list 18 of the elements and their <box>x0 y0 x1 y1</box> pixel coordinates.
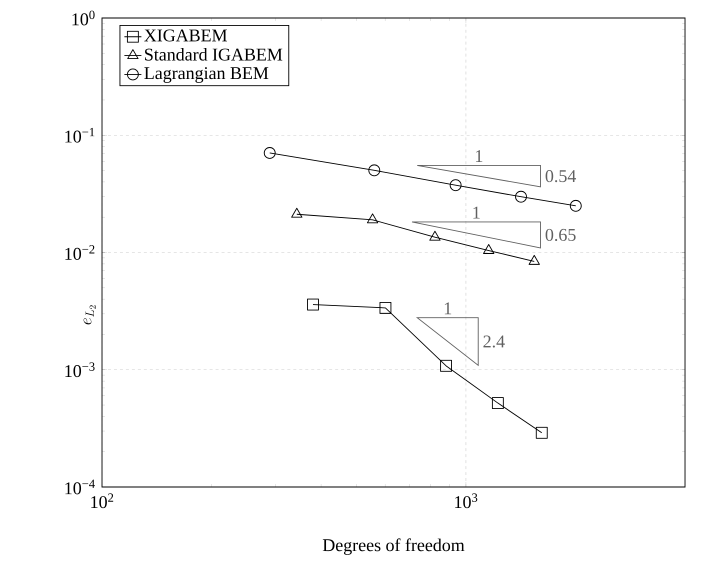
annotation: 2.4 <box>483 335 505 348</box>
annotation: 1 <box>473 206 480 218</box>
annotation: 1 <box>476 150 482 162</box>
y-tick-label: 10$^{−3}$ <box>65 362 95 378</box>
y-axis-title: $e_{L_2}$ <box>84 305 96 324</box>
x-axis-title: Degrees of freedom <box>322 538 464 555</box>
annotation: 0.65 <box>546 228 576 242</box>
y-tick-label: 10$^{−2}$ <box>65 245 94 260</box>
legend-label: Standard IGABEM <box>145 48 282 61</box>
x-tick-label: 10$^{3}$ <box>455 493 478 508</box>
annotation: 1 <box>444 302 452 314</box>
x-tick-label: 10$^{2}$ <box>91 493 114 508</box>
legend-label: XIGABEM <box>144 29 227 42</box>
legend-label: Lagrangian BEM <box>144 67 268 83</box>
annotation: 0.54 <box>546 170 576 182</box>
y-tick-label: 10$^{0}$ <box>72 10 95 26</box>
y-tick-label: 10$^{−4}$ <box>65 480 95 494</box>
y-tick-label: 10$^{−1}$ <box>65 128 94 143</box>
